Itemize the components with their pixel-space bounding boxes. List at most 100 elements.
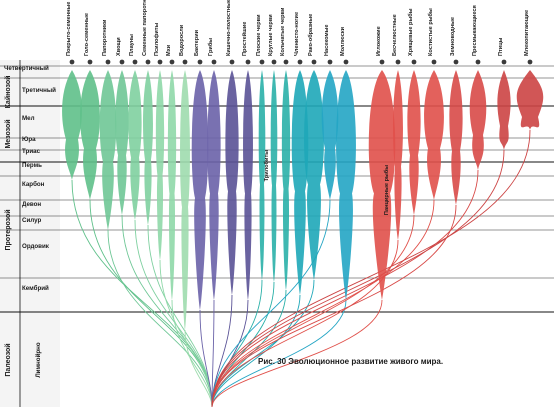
group-label: Кишечно-полостные xyxy=(226,0,232,56)
organism-icon xyxy=(245,59,251,65)
branch-line xyxy=(211,279,263,407)
era-labels: Кайнозой Мезозой Протерозой Палеозой xyxy=(4,76,12,377)
organism-icon xyxy=(343,59,349,65)
group-label: Мхи xyxy=(166,44,172,56)
organism-icon xyxy=(431,59,437,65)
group-shape xyxy=(291,70,309,295)
group-shape xyxy=(115,70,129,215)
organism-icon xyxy=(395,59,401,65)
branch-line xyxy=(171,299,213,407)
group-shape xyxy=(207,70,221,300)
group-shape xyxy=(368,70,396,300)
era-label-paleozoic: Палеозой xyxy=(4,343,12,376)
group-label: Членисто-ногие xyxy=(294,12,300,56)
branch-line xyxy=(211,239,399,407)
group-label: Моллюски xyxy=(340,26,346,56)
organism-icon xyxy=(379,59,385,65)
group-label: Псилофиты xyxy=(153,22,160,56)
branch-line xyxy=(211,199,331,407)
period-label-lowest: Лимнойрно xyxy=(35,342,42,378)
group-shape xyxy=(393,70,403,240)
organism-icon xyxy=(283,59,289,65)
group-shape xyxy=(270,70,278,282)
group-shape xyxy=(180,70,190,330)
organism-icon xyxy=(475,59,481,65)
organism-icon xyxy=(259,59,265,65)
organism-icon xyxy=(132,59,138,65)
group-label: Грибы xyxy=(207,38,214,56)
group-label: Папоротники xyxy=(102,19,108,56)
branch-line xyxy=(107,229,213,407)
organism-icon xyxy=(229,59,235,65)
organism-icon xyxy=(145,59,151,65)
organism-icon xyxy=(327,59,333,65)
group-label: Водоросли xyxy=(179,24,185,56)
figure-caption: Рис. 30 Эволюционное развитие живого мир… xyxy=(258,357,443,366)
group-shape xyxy=(143,70,153,225)
group-label: Плоские черви xyxy=(256,14,262,56)
organism-icon xyxy=(211,59,217,65)
branch-line xyxy=(211,149,505,407)
branch-line xyxy=(184,329,213,407)
organism-icon xyxy=(297,59,303,65)
group-shape xyxy=(243,70,253,300)
period-label-devonian: Девон xyxy=(22,201,41,208)
branch-line xyxy=(211,204,457,407)
period-label-ordovician: Ордовик xyxy=(22,243,50,250)
group-shape xyxy=(80,70,100,200)
organism-icon xyxy=(169,59,175,65)
branch-line xyxy=(211,299,215,407)
organism-icon xyxy=(87,59,93,65)
branch-line xyxy=(211,129,531,407)
group-shape xyxy=(281,70,291,290)
group-shape xyxy=(407,70,421,215)
group-label: Пресмыкающиеся xyxy=(472,5,478,56)
organism-icon xyxy=(411,59,417,65)
group-label: Костистые рыбы xyxy=(427,8,434,56)
organism-icon xyxy=(501,59,507,65)
group-shape xyxy=(191,70,209,310)
group-label: Покрыто-семенные xyxy=(66,2,72,56)
organism-icon xyxy=(182,59,188,65)
organism-icon xyxy=(311,59,317,65)
armored-fish-label: Панцирные рыбы xyxy=(383,165,390,215)
organism-icon xyxy=(105,59,111,65)
group-label: Иглокожие xyxy=(376,26,382,56)
group-shape xyxy=(469,70,487,170)
time-scale-panel xyxy=(0,60,60,407)
group-label: Хрящевые рыбы xyxy=(407,8,414,56)
branch-line xyxy=(211,294,301,407)
group-label: Бактерии xyxy=(194,29,200,56)
group-label: Бесчелюстные xyxy=(392,14,398,56)
era-label-cenozoic: Кайнозой xyxy=(4,76,12,109)
organism-icon xyxy=(197,59,203,65)
period-label-jurassic: Юра xyxy=(22,136,36,143)
group-shape xyxy=(155,70,165,260)
group-shape xyxy=(449,70,463,205)
period-label-triassic: Триас xyxy=(22,148,41,155)
branch-line xyxy=(71,179,213,407)
icon-row xyxy=(69,59,533,65)
organism-icon xyxy=(157,59,163,65)
group-label: Круглые черви xyxy=(268,14,274,56)
period-label-permian: Пермь xyxy=(22,162,42,169)
group-shapes xyxy=(62,70,544,330)
era-label-mesozoic: Мезозой xyxy=(4,119,12,148)
group-labels: Покрыто-семенные Голо-семенные Папоротники… xyxy=(66,0,530,56)
group-label: Семенные папоротники xyxy=(142,0,148,56)
group-label: Простейшие xyxy=(241,22,248,56)
organism-icon xyxy=(527,59,533,65)
branch-line xyxy=(211,299,383,407)
group-label: Рако-образные xyxy=(307,14,314,56)
root-lines xyxy=(71,129,531,407)
group-label: Птицы xyxy=(498,37,504,56)
branch-line xyxy=(211,279,315,407)
group-label: Кольчатые черви xyxy=(280,7,286,56)
group-shape xyxy=(225,70,239,295)
period-label-cretaceous: Мел xyxy=(22,115,35,122)
period-label-quaternary: Четвертичный xyxy=(4,65,49,72)
organism-icon xyxy=(271,59,277,65)
branch-line xyxy=(211,299,347,407)
period-label-tertiary: Третичный xyxy=(22,87,56,94)
group-shape xyxy=(167,70,177,300)
